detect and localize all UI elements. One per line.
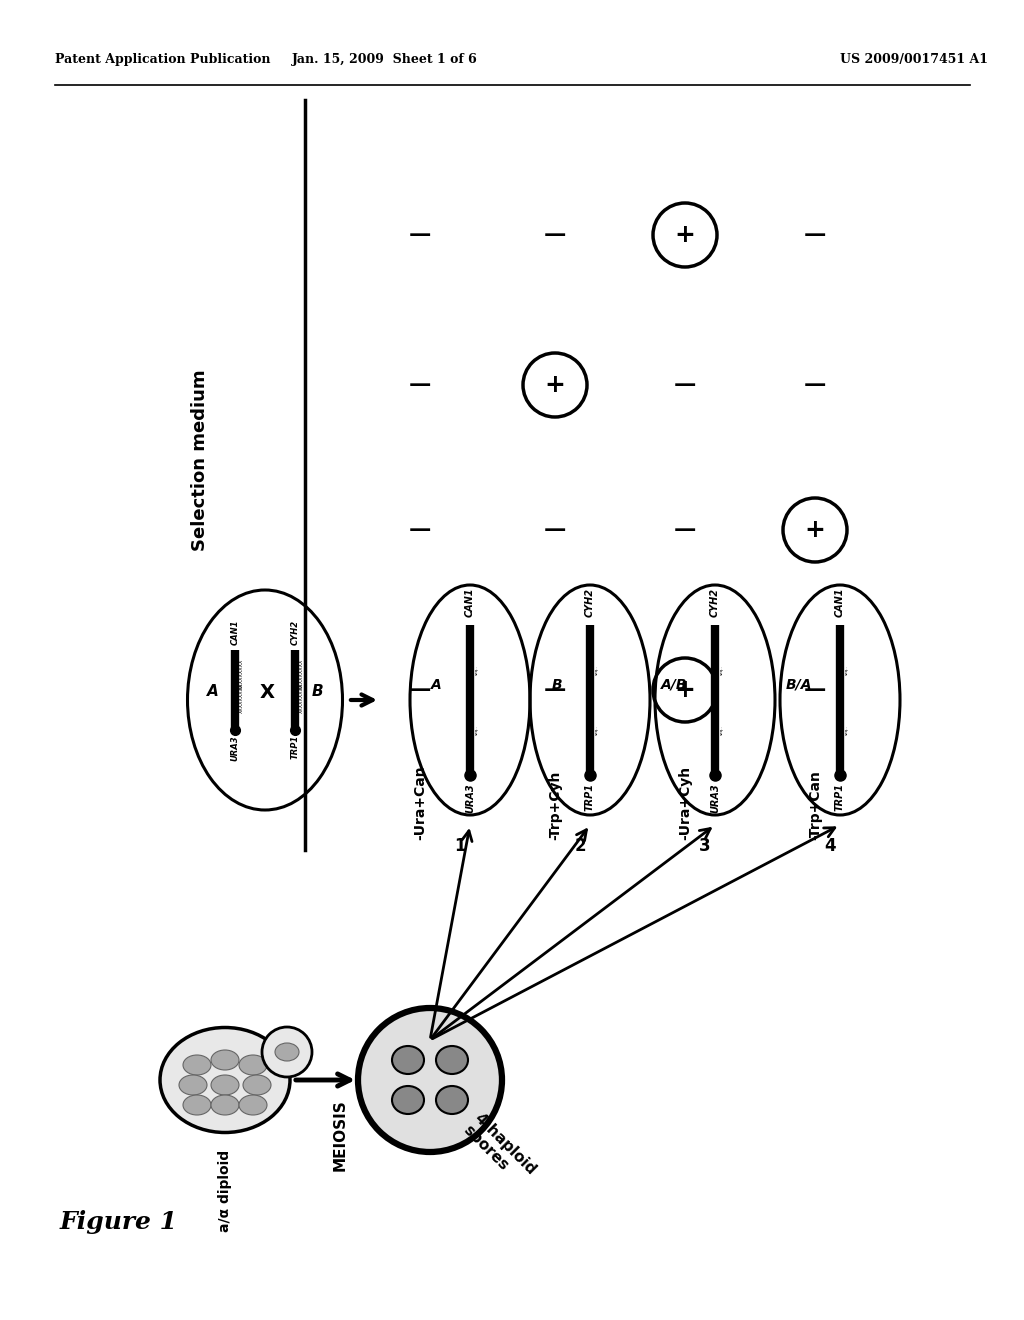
- Ellipse shape: [243, 1074, 271, 1096]
- Text: XXXXXXXXX: XXXXXXXXX: [299, 659, 304, 689]
- Text: 1: 1: [455, 837, 466, 855]
- Text: seq..: seq..: [595, 725, 599, 735]
- Text: +: +: [545, 374, 565, 397]
- Text: MEIOSIS: MEIOSIS: [333, 1100, 347, 1171]
- Text: CAN1: CAN1: [230, 619, 240, 645]
- Text: XXXXXXXXX: XXXXXXXXX: [239, 659, 244, 689]
- Text: 3: 3: [699, 837, 711, 855]
- Text: Jan. 15, 2009  Sheet 1 of 6: Jan. 15, 2009 Sheet 1 of 6: [292, 54, 478, 66]
- Text: -Ura+Cyh: -Ura+Cyh: [678, 766, 692, 840]
- Text: seq..: seq..: [845, 725, 849, 735]
- Ellipse shape: [275, 1043, 299, 1061]
- Text: B/A: B/A: [785, 678, 812, 692]
- Text: 4: 4: [824, 837, 836, 855]
- Text: —: —: [409, 224, 431, 246]
- Text: 2: 2: [574, 837, 586, 855]
- Text: seq..: seq..: [720, 665, 724, 675]
- Text: —: —: [804, 375, 826, 395]
- Text: a/α diploid: a/α diploid: [218, 1150, 232, 1232]
- Text: B: B: [551, 678, 562, 692]
- Ellipse shape: [211, 1074, 239, 1096]
- Text: Selection medium: Selection medium: [191, 370, 209, 550]
- Ellipse shape: [183, 1096, 211, 1115]
- Text: seq..: seq..: [720, 725, 724, 735]
- Text: 4 haploid
spores: 4 haploid spores: [460, 1110, 539, 1189]
- Text: A: A: [431, 678, 442, 692]
- Text: URA3: URA3: [710, 783, 720, 813]
- Text: A/B: A/B: [660, 678, 687, 692]
- Ellipse shape: [239, 1055, 267, 1074]
- Text: CAN1: CAN1: [835, 587, 845, 616]
- Text: +: +: [675, 678, 695, 702]
- Text: Patent Application Publication: Patent Application Publication: [55, 54, 270, 66]
- Text: URA3: URA3: [230, 735, 240, 760]
- Text: -Trp+Cyh: -Trp+Cyh: [548, 771, 562, 840]
- Ellipse shape: [160, 1027, 290, 1133]
- Text: -Ura+Can: -Ura+Can: [413, 766, 427, 840]
- Ellipse shape: [392, 1045, 424, 1074]
- Ellipse shape: [179, 1074, 207, 1096]
- Text: URA3: URA3: [465, 783, 475, 813]
- Circle shape: [358, 1008, 502, 1152]
- Text: —: —: [804, 680, 826, 700]
- Text: +: +: [805, 517, 825, 543]
- Text: —: —: [544, 224, 566, 246]
- Text: —: —: [544, 680, 566, 700]
- Text: TRP1: TRP1: [835, 783, 845, 810]
- Ellipse shape: [211, 1049, 239, 1071]
- Text: X: X: [259, 682, 274, 701]
- Ellipse shape: [392, 1086, 424, 1114]
- Text: TRP1: TRP1: [291, 735, 299, 759]
- Text: A: A: [207, 685, 219, 700]
- Ellipse shape: [183, 1055, 211, 1074]
- Text: CYH2: CYH2: [710, 587, 720, 616]
- Circle shape: [262, 1027, 312, 1077]
- Ellipse shape: [239, 1096, 267, 1115]
- Text: Figure 1: Figure 1: [60, 1210, 178, 1234]
- Ellipse shape: [436, 1086, 468, 1114]
- Text: seq..: seq..: [475, 665, 479, 675]
- Text: XXXXXXXXX: XXXXXXXXX: [299, 682, 304, 713]
- Text: CYH2: CYH2: [585, 587, 595, 616]
- Ellipse shape: [436, 1045, 468, 1074]
- Text: seq..: seq..: [595, 665, 599, 675]
- Text: TRP1: TRP1: [585, 783, 595, 810]
- Text: seq..: seq..: [845, 665, 849, 675]
- Text: CAN1: CAN1: [465, 587, 475, 616]
- Text: XXXXXXXXX: XXXXXXXXX: [239, 682, 244, 713]
- Text: B: B: [311, 685, 323, 700]
- Ellipse shape: [211, 1096, 239, 1115]
- Text: —: —: [409, 375, 431, 395]
- Text: —: —: [804, 224, 826, 246]
- Text: +: +: [675, 223, 695, 247]
- Text: seq..: seq..: [475, 725, 479, 735]
- Text: —: —: [674, 520, 696, 540]
- Text: -Trp+Can: -Trp+Can: [808, 770, 822, 840]
- Text: —: —: [409, 680, 431, 700]
- Text: CYH2: CYH2: [291, 620, 299, 645]
- Text: US 2009/0017451 A1: US 2009/0017451 A1: [840, 54, 988, 66]
- Text: —: —: [409, 520, 431, 540]
- Text: —: —: [674, 375, 696, 395]
- Text: —: —: [544, 520, 566, 540]
